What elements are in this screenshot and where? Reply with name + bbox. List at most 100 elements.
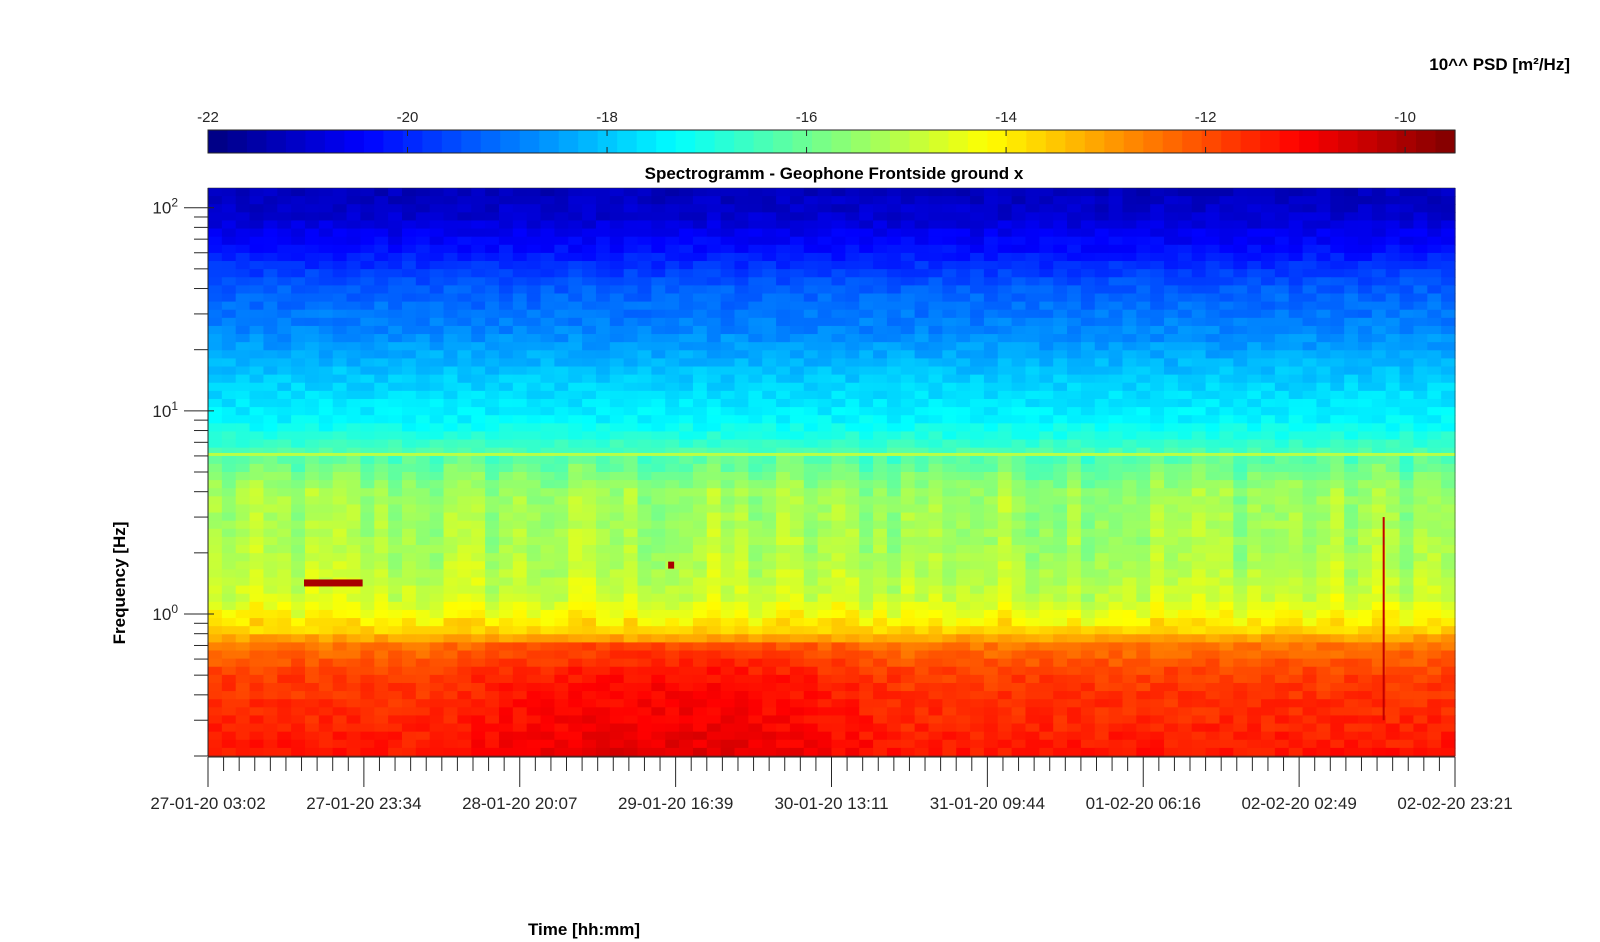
spectrogram-cell (388, 196, 403, 205)
spectrogram-cell (540, 463, 555, 473)
spectrogram-cell (845, 593, 860, 603)
spectrogram-cell (1441, 496, 1456, 506)
spectrogram-cell (429, 236, 445, 246)
spectrogram-cell (374, 317, 389, 327)
spectrogram-cell (1247, 577, 1262, 587)
spectrogram-cell (1385, 325, 1401, 335)
spectrogram-cell (942, 455, 957, 465)
spectrogram-cell (208, 261, 223, 270)
spectrogram-cell (1067, 520, 1082, 530)
spectrogram-cell (1316, 325, 1331, 335)
spectrogram-cell (1288, 188, 1304, 197)
spectrogram-cell (900, 545, 916, 554)
spectrogram-cell (1177, 317, 1193, 327)
spectrogram-cell (900, 228, 916, 238)
spectrogram-cell (498, 520, 514, 530)
spectrogram-cell (762, 317, 777, 327)
spectrogram-cell (1053, 366, 1068, 376)
spectrogram-cell (1316, 358, 1331, 368)
spectrogram-cell (720, 309, 736, 319)
spectrogram-cell (1122, 585, 1137, 595)
spectrogram-cell (983, 520, 999, 530)
spectrogram-cell (692, 325, 708, 335)
spectrogram-cell (817, 609, 833, 619)
spectrogram-cell (1122, 512, 1137, 522)
spectrogram-cell (208, 488, 223, 497)
spectrogram-cell (859, 390, 874, 400)
spectrogram-cell (471, 472, 486, 481)
spectrogram-cell (471, 236, 486, 246)
spectrogram-cell (485, 618, 500, 627)
spectrogram-cell (249, 196, 265, 205)
spectrogram-cell (485, 512, 500, 522)
spectrogram-cell (1191, 447, 1207, 457)
spectrogram-cell (720, 236, 736, 246)
spectrogram-cell (249, 463, 265, 473)
spectrogram-cell (415, 585, 431, 595)
spectrogram-cell (526, 285, 542, 295)
spectrogram-cell (831, 553, 846, 562)
spectrogram-cell (374, 553, 389, 562)
spectrogram-cell (651, 536, 666, 546)
spectrogram-cell (983, 431, 999, 441)
spectrogram-cell (1011, 553, 1027, 562)
spectrogram-cell (1191, 382, 1207, 392)
spectrogram-cell (1427, 423, 1442, 433)
spectrogram-cell (1025, 561, 1040, 570)
spectrogram-cell (609, 455, 625, 465)
spectrogram-cell (873, 228, 888, 238)
spectrogram-cell (485, 325, 500, 335)
spectrogram-cell (1039, 390, 1054, 400)
spectrogram-cell (789, 431, 805, 441)
spectrogram-cell (1330, 285, 1345, 295)
spectrogram-cell (1039, 480, 1054, 489)
spectrogram-cell (706, 536, 722, 546)
spectrogram-cell (776, 325, 791, 335)
spectrogram-cell (554, 293, 569, 303)
spectrogram-cell (277, 244, 292, 254)
spectrogram-cell (983, 236, 999, 246)
spectrogram-cell (582, 285, 597, 295)
spectrogram-cell (1177, 390, 1193, 400)
spectrogram-cell (845, 512, 860, 522)
spectrogram-cell (1274, 496, 1290, 506)
spectrogram-cell (776, 334, 791, 343)
spectrogram-cell (443, 553, 458, 562)
spectrogram-cell (997, 553, 1013, 562)
spectrogram-cell (1108, 561, 1124, 570)
spectrogram-cell (748, 439, 763, 449)
spectrogram-cell (970, 480, 985, 489)
spectrogram-cell (651, 609, 666, 619)
spectrogram-cell (692, 309, 708, 319)
spectrogram-cell (914, 366, 930, 376)
spectrogram-cell (498, 618, 514, 627)
spectrogram-cell (471, 204, 486, 213)
spectrogram-cell (429, 342, 445, 351)
spectrogram-cell (1427, 366, 1442, 376)
spectrogram-cell (679, 609, 694, 619)
spectrogram-cell (1164, 488, 1179, 497)
spectrogram-cell (332, 325, 348, 335)
spectrogram-cell (429, 204, 445, 213)
spectrogram-cell (388, 261, 403, 270)
spectrogram-cell (914, 269, 930, 278)
spectrogram-cell (1136, 553, 1151, 562)
spectrogram-cell (1344, 431, 1359, 441)
spectrogram-cell (595, 285, 611, 295)
spectrogram-cell (997, 236, 1013, 246)
spectrogram-cell (900, 325, 916, 335)
spectrogram-cell (831, 431, 846, 441)
spectrogram-cell (1233, 390, 1248, 400)
spectrogram-cell (1080, 447, 1096, 457)
spectrogram-cell (1441, 512, 1456, 522)
spectrogram-cell (332, 301, 348, 311)
spectrogram-cell (983, 398, 999, 408)
spectrogram-cell (1177, 455, 1193, 465)
spectrogram-cell (609, 601, 625, 611)
spectrogram-cell (1122, 593, 1137, 603)
spectrogram-cell (1316, 472, 1331, 481)
spectrogram-cell (706, 220, 722, 230)
spectrogram-cell (568, 569, 583, 579)
spectrogram-cell (956, 244, 971, 254)
spectrogram-cell (1274, 309, 1290, 319)
